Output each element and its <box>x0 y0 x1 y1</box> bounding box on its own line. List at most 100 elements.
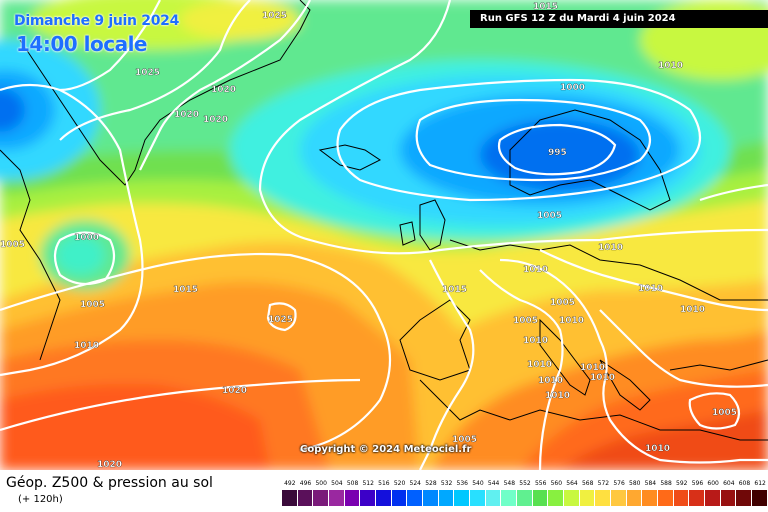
legend-swatch <box>642 490 659 506</box>
legend-value: 612 <box>754 480 766 487</box>
legend-value: 568 <box>581 480 594 487</box>
legend-value: 572 <box>597 480 610 487</box>
isobar-label: 1010 <box>590 373 615 383</box>
isobar-label: 1000 <box>74 233 99 243</box>
legend-value: 556 <box>534 480 547 487</box>
footer-title: Géop. Z500 & pression au sol <box>6 475 213 491</box>
isobars <box>0 0 768 470</box>
isobar-label: 1015 <box>442 285 467 295</box>
isobar-label: 1020 <box>222 386 247 396</box>
legend-swatch <box>689 490 706 506</box>
isobar-label: 1015 <box>173 285 198 295</box>
isobar-label: 1025 <box>268 315 293 325</box>
isobar-label: 1005 <box>80 300 105 310</box>
legend-swatch <box>313 490 330 506</box>
legend-swatch <box>329 490 345 506</box>
legend-value: 512 <box>362 480 374 487</box>
legend-swatch <box>376 490 392 506</box>
isobar-label: 1005 <box>513 316 538 326</box>
isobar-label: 1010 <box>523 336 548 346</box>
legend-value: 552 <box>519 480 531 487</box>
legend-value: 548 <box>503 480 516 487</box>
isobar-label: 1005 <box>550 298 575 308</box>
isobar-label: 1005 <box>0 240 25 250</box>
legend-swatch <box>485 490 502 506</box>
isobar-label: 1020 <box>211 85 236 95</box>
isobar-label: 1010 <box>74 341 99 351</box>
legend-swatch <box>297 490 314 506</box>
legend-value: 492 <box>284 480 296 487</box>
legend-swatch <box>548 490 565 506</box>
isobar-label: 1020 <box>174 110 199 120</box>
legend-value: 520 <box>393 480 406 487</box>
isobar-label: 1010 <box>680 305 705 315</box>
legend-swatch <box>579 490 596 506</box>
legend-swatch <box>517 490 533 506</box>
geopotential-field <box>0 0 768 470</box>
isobar-label: 1020 <box>203 115 228 125</box>
isobar-label: 1005 <box>712 408 737 418</box>
legend-value: 592 <box>676 480 688 487</box>
legend-swatch <box>391 490 408 506</box>
legend-swatch <box>736 490 753 506</box>
legend-swatch <box>564 490 580 506</box>
legend-swatch <box>438 490 455 506</box>
legend-swatch <box>282 490 298 506</box>
legend-swatch <box>626 490 643 506</box>
weather-map: 1025 1025 1020 1020 1020 1015 1010 1000 … <box>0 0 768 470</box>
legend-value: 516 <box>378 480 390 487</box>
legend-value: 596 <box>691 480 704 487</box>
legend-value: 564 <box>566 480 578 487</box>
legend-swatch <box>752 490 768 506</box>
isobar-label: 1020 <box>97 460 122 470</box>
legend-swatch <box>344 490 361 506</box>
legend-swatch <box>360 490 377 506</box>
legend-value: 576 <box>613 480 625 487</box>
legend-swatch <box>470 490 486 506</box>
isobar-label: 1010 <box>538 376 563 386</box>
legend-value: 496 <box>299 480 312 487</box>
isobar-label: 1010 <box>598 243 623 253</box>
legend-swatch <box>611 490 627 506</box>
legend-value: 536 <box>456 480 468 487</box>
isobar-label: 1000 <box>560 83 585 93</box>
legend-swatch <box>705 490 721 506</box>
color-legend <box>282 490 768 506</box>
legend-value: 584 <box>644 480 657 487</box>
legend-value: 508 <box>346 480 359 487</box>
legend-swatch <box>407 490 424 506</box>
forecast-date: Dimanche 9 juin 2024 <box>14 13 180 29</box>
legend-value: 580 <box>629 480 641 487</box>
model-run-label: Run GFS 12 Z du Mardi 4 juin 2024 <box>470 10 768 28</box>
legend-swatch <box>423 490 439 506</box>
copyright-notice: Copyright © 2024 Meteociel.fr <box>300 444 472 455</box>
isobar-label: 1005 <box>452 435 477 445</box>
isobar-label: 1010 <box>523 265 548 275</box>
legend-value: 604 <box>723 480 735 487</box>
forecast-time: 14:00 locale <box>16 32 148 56</box>
legend-value: 540 <box>472 480 484 487</box>
legend-swatch <box>673 490 690 506</box>
legend-value: 560 <box>550 480 563 487</box>
legend-swatch <box>595 490 612 506</box>
legend-value: 500 <box>315 480 327 487</box>
isobar-label: 1025 <box>135 68 160 78</box>
legend-swatch <box>532 490 549 506</box>
legend-value: 532 <box>440 480 453 487</box>
legend-labels: 492 496 500 504 508 512 516 520 524 528 532 536 540 5… <box>282 480 768 490</box>
legend-value: 608 <box>738 480 751 487</box>
legend-value: 524 <box>409 480 421 487</box>
legend-swatch <box>454 490 471 506</box>
legend-swatch <box>501 490 518 506</box>
legend-value: 544 <box>487 480 500 487</box>
isobar-label: 1010 <box>645 444 670 454</box>
legend-swatch <box>720 490 737 506</box>
isobar-label: 1005 <box>537 211 562 221</box>
isobar-labels: 1025 1025 1020 1020 1020 1015 1010 1000 … <box>0 2 737 470</box>
legend-value: 504 <box>331 480 343 487</box>
footer-subtitle: (+ 120h) <box>18 494 63 505</box>
coastlines <box>0 0 768 441</box>
isobar-label: 1010 <box>559 316 584 326</box>
isobar-label: 1010 <box>658 61 683 71</box>
legend-swatch <box>658 490 674 506</box>
